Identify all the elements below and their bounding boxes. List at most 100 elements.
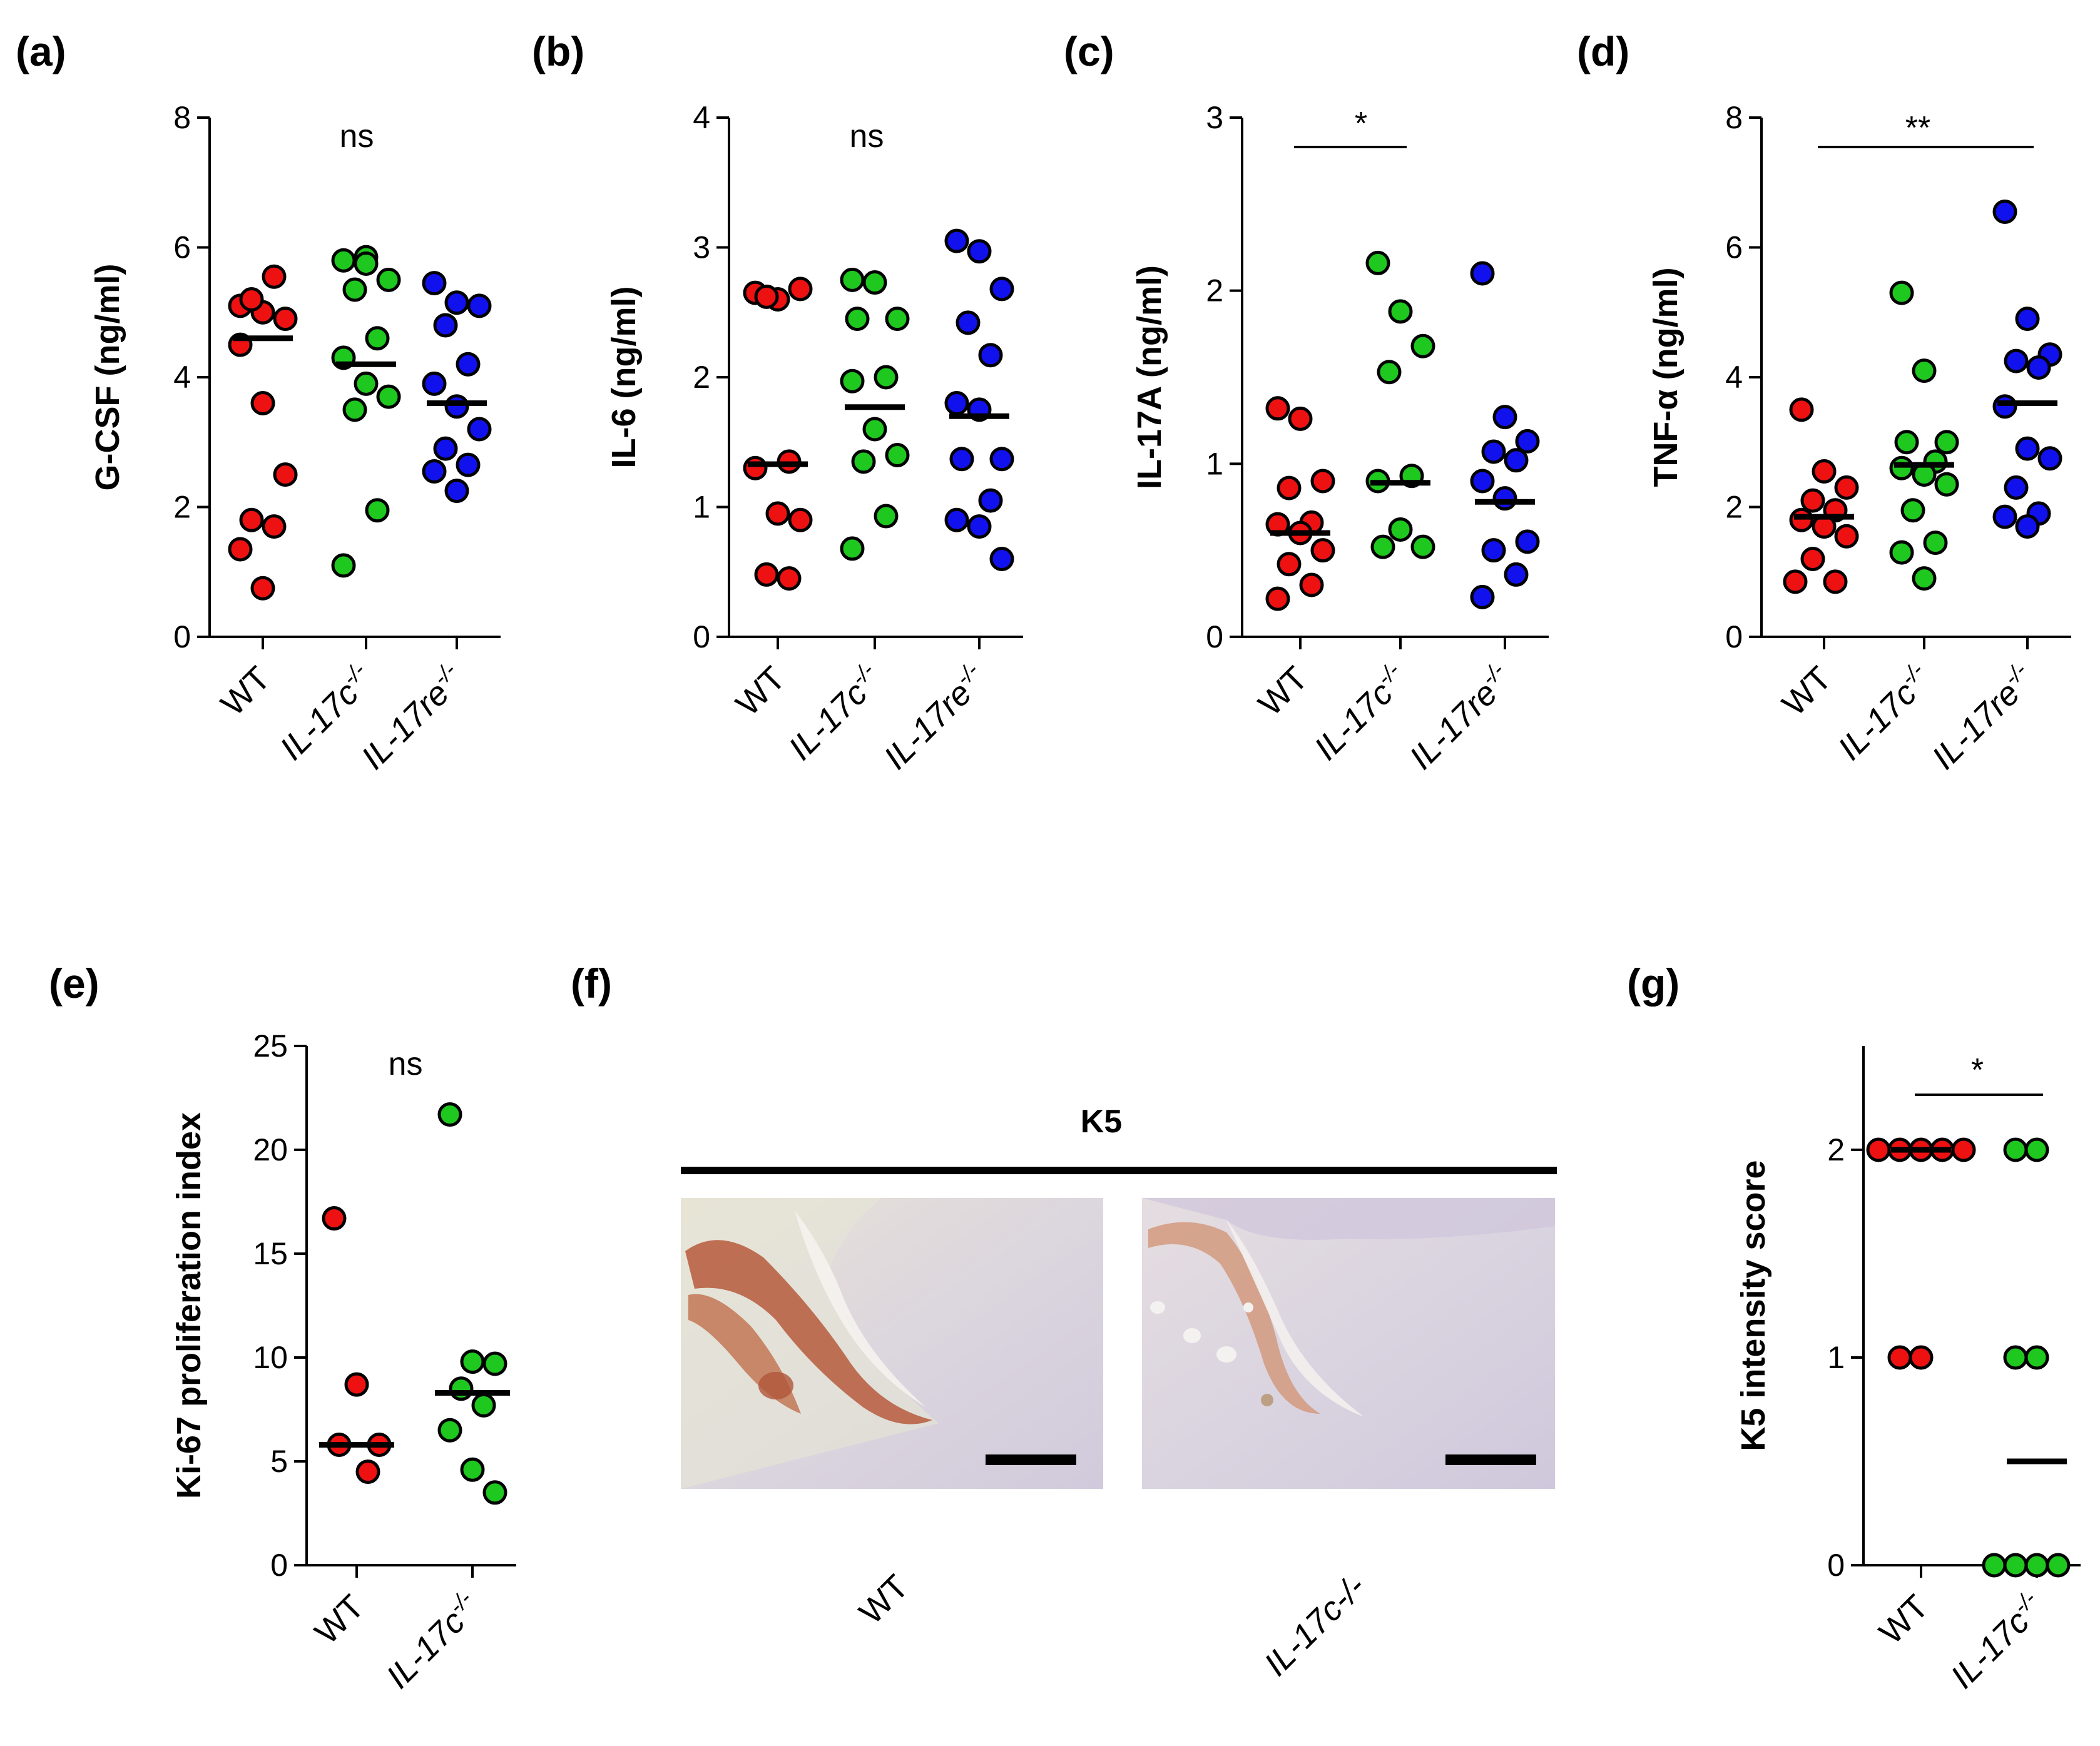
y-tick-label: 1: [1206, 446, 1223, 481]
data-point: [989, 277, 1014, 302]
data-point: [1310, 538, 1335, 563]
panel-label-a: (a): [16, 28, 66, 74]
data-point: [1934, 430, 1959, 455]
y-tick-label: 8: [1725, 100, 1743, 135]
data-point: [1515, 429, 1540, 454]
data-point: [1900, 498, 1925, 523]
panel-label-f: (f): [571, 960, 612, 1007]
data-point: [342, 277, 367, 302]
data-point: [376, 267, 401, 292]
data-point: [967, 239, 992, 264]
data-point: [1789, 507, 1814, 532]
y-tick-label: 0: [1827, 1548, 1845, 1583]
data-point: [444, 394, 469, 419]
data-point: [1909, 1345, 1934, 1370]
y-axis-label: TNF-α (ng/ml): [1647, 267, 1685, 487]
category-label: WT: [729, 659, 793, 723]
data-point: [467, 417, 492, 442]
y-tick-label: 8: [173, 100, 191, 135]
panel-label-c: (c): [1064, 28, 1114, 74]
scale-bar-wt: [986, 1454, 1076, 1465]
data-point: [1912, 566, 1937, 591]
data-point: [1504, 562, 1529, 587]
data-point: [1515, 529, 1540, 554]
data-point: [885, 443, 910, 467]
data-point: [365, 498, 390, 523]
data-point: [944, 391, 969, 415]
data-point: [862, 270, 887, 295]
k5-header-bar: [681, 1167, 1557, 1174]
data-point: [262, 264, 287, 289]
data-point: [273, 462, 298, 487]
data-point: [433, 436, 458, 461]
data-point: [449, 1376, 474, 1401]
y-tick-label: 4: [1725, 360, 1743, 395]
data-point: [1934, 472, 1959, 497]
data-point: [2003, 1553, 2028, 1578]
data-point: [2026, 355, 2051, 380]
data-point: [1277, 475, 1302, 500]
data-point: [754, 284, 779, 309]
data-point: [1923, 530, 1948, 556]
significance-label: ns: [340, 118, 374, 155]
data-point: [1481, 439, 1506, 464]
data-point: [1866, 1137, 1891, 1162]
data-point: [482, 1351, 507, 1376]
y-tick-label: 6: [173, 230, 191, 265]
significance-label: ns: [389, 1046, 423, 1082]
panel-f: (f) K5 WT IL-17c-/-: [571, 960, 1557, 1683]
data-point: [437, 1418, 462, 1443]
data-point: [1894, 430, 1919, 455]
data-point: [444, 479, 469, 504]
data-point: [1265, 586, 1290, 611]
data-point: [322, 1206, 347, 1231]
data-point: [1951, 1137, 1976, 1162]
data-point: [422, 371, 447, 396]
data-point: [777, 566, 802, 591]
plot-e: 0 5 10 15 20 25 WT IL-17c-/- Ki-67 proliferation…: [170, 1028, 516, 1696]
y-tick-label: 6: [1725, 230, 1743, 265]
data-point: [239, 507, 264, 532]
y-axis-label: G-CSF (ng/ml): [89, 264, 126, 491]
data-point: [1783, 569, 1808, 594]
data-point: [437, 1102, 462, 1127]
category-label: WT: [1775, 659, 1839, 723]
data-point: [456, 352, 481, 377]
data-point: [331, 553, 356, 578]
data-point: [1887, 1345, 1912, 1370]
data-point: [2015, 307, 2040, 332]
data-point: [2024, 1553, 2049, 1578]
category-label: WT: [214, 659, 278, 723]
panel-label-b: (b): [532, 28, 584, 74]
data-point: [874, 504, 899, 529]
data-point: [885, 307, 910, 332]
data-point: [2015, 436, 2040, 461]
y-tick-label: 3: [1206, 100, 1223, 135]
category-label: WT: [1251, 659, 1315, 723]
data-point: [2037, 446, 2062, 471]
data-point: [840, 368, 865, 393]
data-point: [1889, 280, 1914, 305]
data-point: [342, 397, 367, 422]
data-point: [845, 307, 870, 332]
y-tick-label: 25: [253, 1028, 288, 1063]
data-point: [460, 1349, 485, 1374]
y-tick-label: 5: [270, 1444, 288, 1479]
data-point: [1492, 486, 1517, 511]
data-point: [1277, 552, 1302, 577]
data-point: [262, 514, 287, 539]
significance-label: ns: [850, 118, 884, 155]
data-point: [422, 459, 447, 484]
data-point: [354, 371, 379, 396]
y-tick-label: 1: [693, 490, 710, 525]
data-point: [456, 452, 481, 477]
data-point: [1481, 538, 1506, 563]
data-point: [467, 293, 492, 318]
data-point: [1992, 394, 2017, 419]
significance-label: **: [1905, 110, 1930, 146]
y-tick-label: 15: [253, 1236, 288, 1271]
panel-label-g: (g): [1627, 960, 1679, 1007]
data-point: [788, 277, 813, 302]
y-tick-label: 20: [253, 1132, 288, 1167]
